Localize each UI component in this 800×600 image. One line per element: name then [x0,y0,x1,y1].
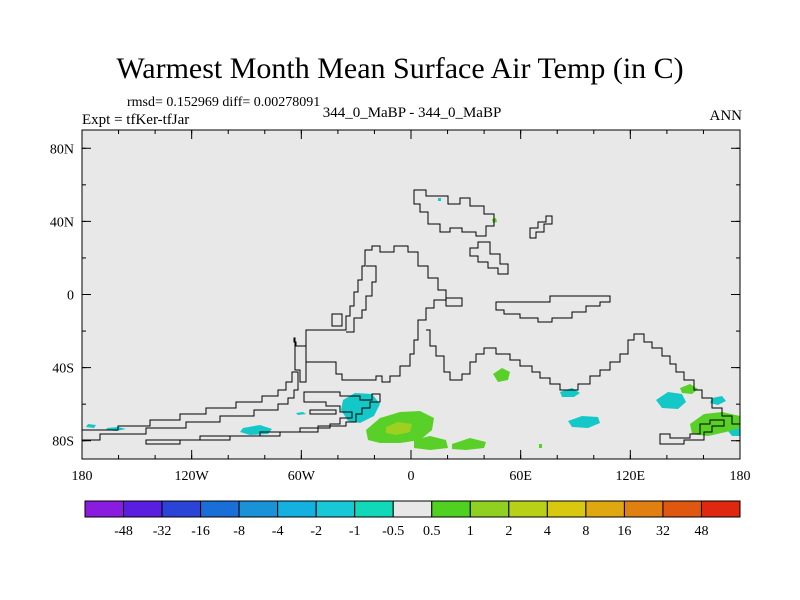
colorbar-label: 2 [505,524,512,539]
lon-tick-label: 120E [616,469,646,484]
colorbar-label: -8 [233,524,245,539]
coastline [82,371,299,441]
anomaly-patch [296,412,306,415]
coastline [309,409,337,415]
colorbar-swatch [662,500,702,518]
experiment-label: Expt = tfKer-tfJar [82,112,190,128]
lat-tick-label: 80S [52,435,74,450]
colorbar-swatch [277,500,317,518]
lon-tick-label: 120W [175,469,210,484]
anomaly-patch [690,412,740,436]
colorbar-swatch [315,500,356,518]
comparison-label: 344_0_MaBP - 344_0_MaBP [322,105,502,121]
colorbar-label: -0.5 [382,524,404,539]
coastline [469,241,509,275]
colorbar-swatch [700,500,741,518]
lon-tick-label: 180 [72,469,93,484]
coastline [346,265,377,333]
colorbar-label: -2 [310,524,322,539]
lon-tick-label: 0 [408,469,415,484]
lon-tick-label: 60E [509,469,532,484]
coastlines [82,189,740,445]
anomaly-patch [86,424,96,428]
anomaly-patch [656,392,686,409]
map-background [82,130,740,459]
anomaly-patch [452,438,486,450]
anomaly-patch [493,368,510,382]
colorbar-swatch [508,500,548,518]
colorbar-swatch [469,500,510,518]
colorbar-swatch [84,500,125,518]
colorbar-label: -4 [272,524,284,539]
colorbar-swatch [623,500,664,518]
axis-ticks [81,130,741,459]
coastline [529,215,553,239]
colorbar-label: -1 [349,524,361,539]
colorbar-swatch [431,500,471,518]
anomaly-patch [728,428,740,436]
lon-tick-label: 180 [730,469,751,484]
lon-tick-label: 60W [288,469,316,484]
anomaly-patch [710,396,726,405]
anomaly-patch [414,436,448,450]
colorbar-label: 1 [467,524,474,539]
colorbar-swatch [123,500,163,518]
anomaly-patch [438,198,441,201]
colorbar-swatch [238,500,279,518]
colorbar-label: 8 [582,524,589,539]
anomaly-fields [86,198,740,450]
axis-tick-labels: 180 120W 60W 0 60E 120E 180 80N 40N 0 40S 80S [50,142,751,484]
colorbar-label: -48 [114,524,133,539]
lat-tick-label: 40N [50,215,74,230]
colorbar-label: 32 [656,524,670,539]
anomaly-patch [539,444,542,448]
coastline [495,295,611,323]
lat-tick-label: 0 [67,289,74,304]
stats-label: rmsd= 0.152969 diff= 0.00278091 [127,95,321,110]
coastline [293,245,447,383]
anomaly-patch [568,416,600,428]
colorbar-label: 16 [617,524,631,539]
colorbar-swatch [200,500,240,518]
coastline [413,189,495,237]
coastline [145,391,381,445]
coastline [331,313,343,327]
colorbar-swatch [354,500,394,518]
colorbar-label: -16 [191,524,210,539]
period-label: ANN [709,108,743,124]
colorbar-swatch [585,500,625,518]
colorbar-label: 48 [694,524,708,539]
anomaly-patch [386,422,412,435]
colorbar-label: -32 [153,524,172,539]
coastline [445,297,463,307]
page-title: Warmest Month Mean Surface Air Temp (in … [116,52,684,85]
lat-tick-label: 40S [52,362,74,377]
colorbar-swatch [392,500,433,518]
lat-tick-label: 80N [50,142,74,157]
colorbar-label: 4 [544,524,551,539]
coastline [659,419,725,445]
colorbar-swatch [161,500,202,518]
colorbar-swatch [546,500,587,518]
colorbar: -48 -32 -16 -8 -4 -2 -1 -0.5 0.5 1 2 4 8 16 32 48 [84,500,741,539]
coastline [426,329,740,425]
colorbar-label: 0.5 [423,524,441,539]
